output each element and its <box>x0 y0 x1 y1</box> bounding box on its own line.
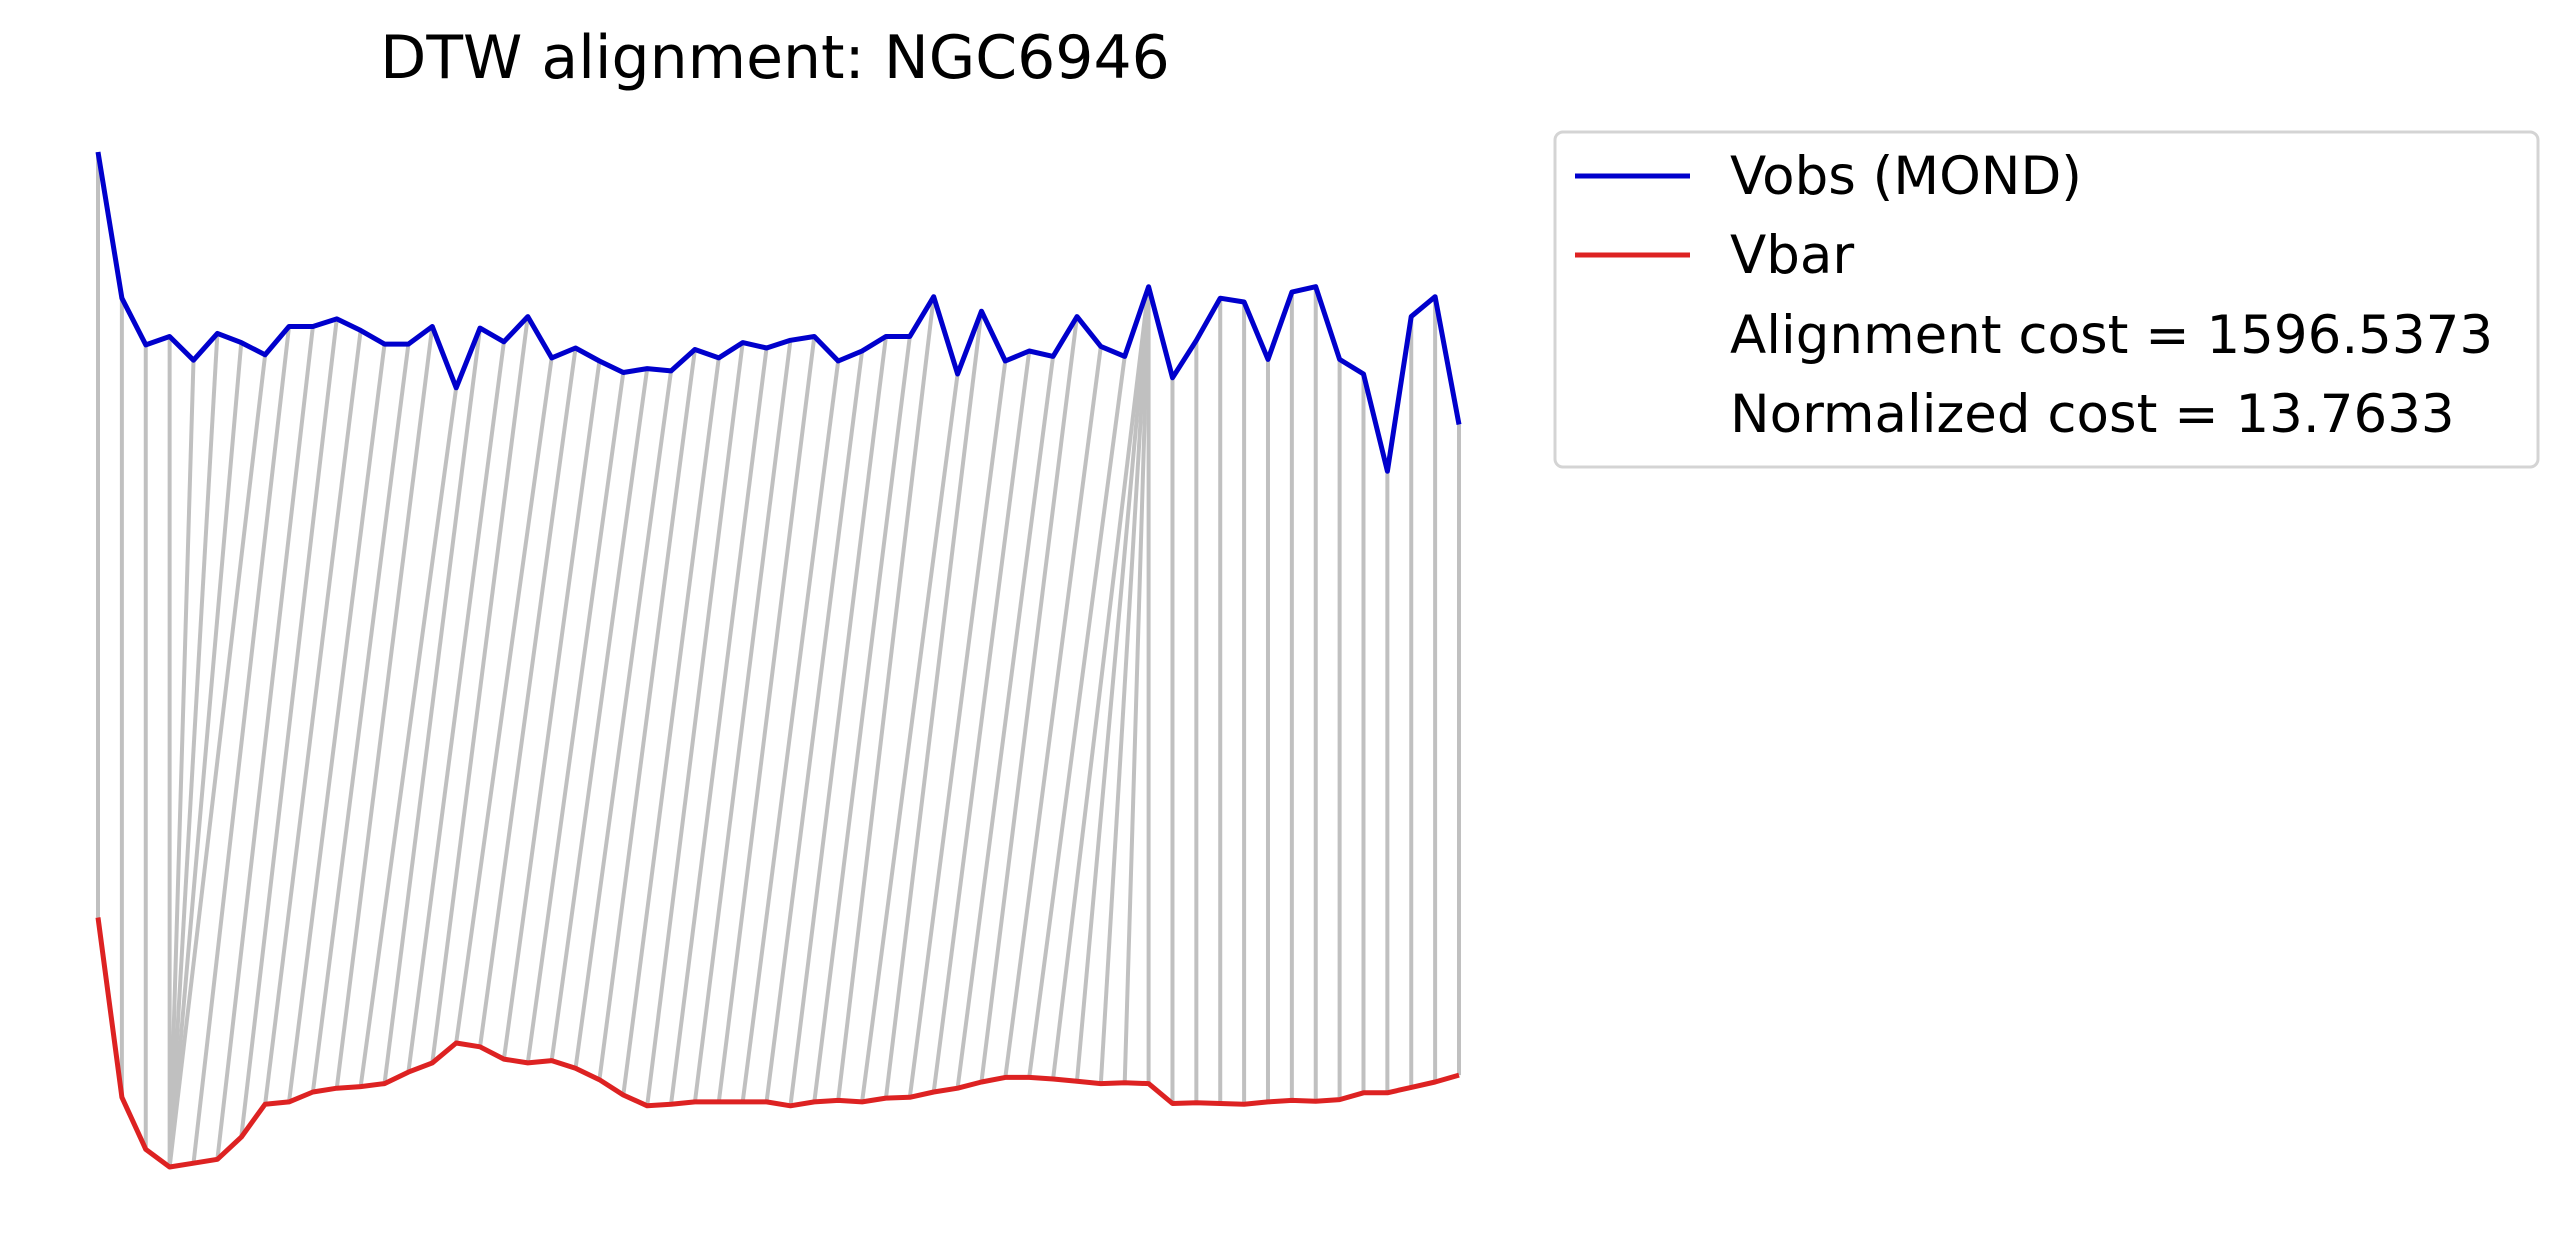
alignment-line <box>334 326 435 1089</box>
alignment-line <box>645 342 745 1107</box>
alignment-line <box>239 318 339 1138</box>
legend-label-vbar: Vbar <box>1730 225 1854 286</box>
alignment-line <box>549 368 650 1061</box>
alignment-line <box>525 372 626 1064</box>
alignment-line <box>1027 356 1127 1078</box>
alignment-line <box>287 343 387 1103</box>
alignment-line <box>836 296 936 1101</box>
alignment-line <box>1098 286 1151 1084</box>
series-line-vbar <box>95 917 1460 1170</box>
legend: Vobs (MOND) Vbar Alignment cost = 1596.5… <box>1553 130 2540 469</box>
alignment-line <box>1074 286 1151 1082</box>
alignment-line <box>764 350 865 1103</box>
alignment-line <box>716 336 817 1103</box>
alignment-line <box>979 316 1079 1083</box>
alignment-line <box>191 326 292 1164</box>
alignment-line <box>907 360 1008 1098</box>
alignment-line <box>883 310 984 1099</box>
alignment-line <box>812 336 912 1103</box>
legend-annotation-normalized-cost: Normalized cost = 13.7633 <box>1730 384 2455 445</box>
alignment-line <box>263 330 363 1105</box>
chart-title: DTW alignment: NGC6946 <box>380 23 1170 93</box>
alignment-line <box>215 326 315 1160</box>
alignment-line <box>358 387 459 1087</box>
series-line-vobs <box>95 151 1462 474</box>
alignment-line <box>430 316 530 1064</box>
alignment-line <box>860 373 960 1103</box>
alignment-line <box>573 370 674 1069</box>
alignment-line <box>692 340 793 1103</box>
alignment-line <box>955 356 1056 1089</box>
alignment-line <box>167 342 244 1168</box>
alignment-line <box>406 341 506 1073</box>
alignment-line <box>621 357 721 1096</box>
alignment-line <box>167 333 220 1168</box>
alignment-line <box>931 350 1032 1093</box>
alignment-line <box>740 360 841 1103</box>
alignment-line <box>1122 286 1151 1083</box>
alignment-line <box>788 336 888 1107</box>
alignment-line <box>382 327 483 1084</box>
alignment-line <box>597 349 697 1080</box>
alignment-line <box>669 347 769 1105</box>
alignment-line <box>1051 286 1151 1080</box>
legend-label-vobs: Vobs (MOND) <box>1730 146 2082 207</box>
alignment-line <box>478 347 578 1048</box>
plot-area <box>95 151 1462 1170</box>
alignment-line <box>501 360 602 1060</box>
alignment-line <box>454 357 554 1044</box>
alignment-line <box>310 343 411 1093</box>
legend-annotation-alignment-cost: Alignment cost = 1596.5373 <box>1730 305 2493 366</box>
legend-frame <box>1553 130 2540 469</box>
alignment-lines <box>96 152 1461 1168</box>
alignment-line <box>1003 346 1103 1078</box>
alignment-line <box>167 354 268 1168</box>
alignment-line <box>167 360 196 1168</box>
